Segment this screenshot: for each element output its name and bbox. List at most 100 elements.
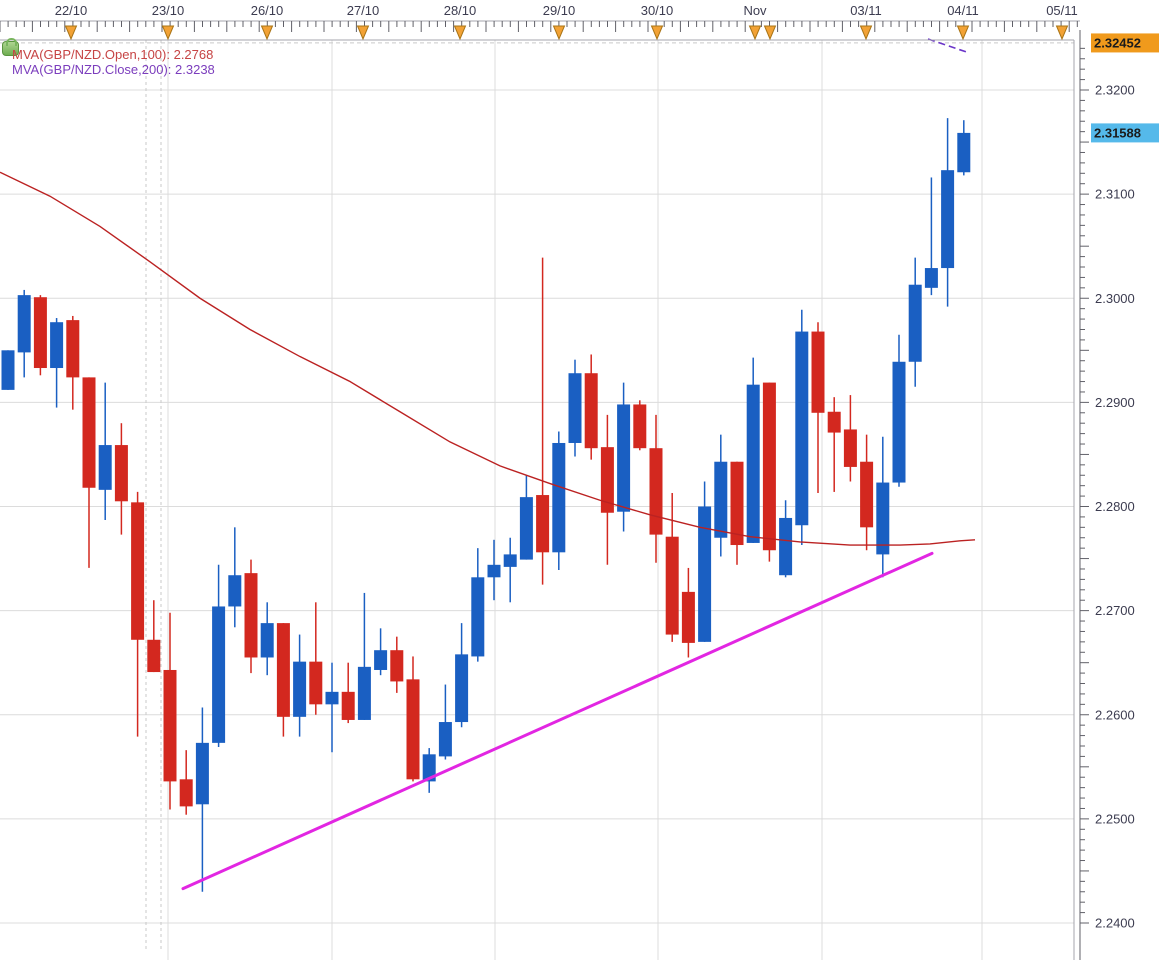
candle (536, 257, 550, 585)
mva200-line (927, 38, 969, 54)
y-axis-price-label: 2.2600 (1095, 707, 1135, 722)
candle-body (536, 495, 550, 553)
candle-body (714, 461, 728, 538)
candle (228, 527, 242, 628)
candle-body (552, 442, 566, 553)
x-axis-date-label: 23/10 (152, 3, 185, 18)
price-badge-last-price: 2.31588 (1091, 123, 1159, 143)
candle-body (82, 377, 96, 488)
candle-body (941, 170, 955, 269)
candle-body (1, 350, 15, 390)
y-axis-price-label: 2.2700 (1095, 603, 1135, 618)
candle (82, 377, 96, 568)
x-axis-date-label: 05/11 (1046, 3, 1078, 18)
x-axis-date-label: 26/10 (251, 3, 284, 18)
y-axis-price-label: 2.3100 (1095, 187, 1135, 202)
candle-body (390, 650, 404, 682)
candle (843, 395, 857, 482)
price-axis-ruler[interactable]: 2.3200 2.3100 2.3000 2.2900 2.2800 2.2700 2.26… (1073, 30, 1159, 960)
chart-legend: MVA(GBP/NZD.Open,100): 2.2768 MVA(GBP/NZ… (12, 47, 215, 77)
candle (649, 414, 663, 563)
date-marker-icon (650, 25, 664, 41)
candle (212, 564, 226, 748)
candle (908, 257, 922, 387)
candle (568, 359, 582, 457)
candle (390, 636, 404, 693)
candle (406, 656, 420, 782)
candle-body (309, 661, 323, 705)
candle-body (957, 132, 971, 173)
candle-body (374, 650, 388, 670)
candle-body (471, 577, 485, 657)
candle (681, 567, 695, 658)
candle (519, 475, 533, 560)
date-marker-icon (763, 25, 777, 41)
candle (260, 602, 274, 676)
legend-mva200-close: MVA(GBP/NZD.Close,200): 2.3238 (12, 62, 215, 77)
candle-body (892, 361, 906, 483)
date-marker-icon (552, 25, 566, 41)
x-axis-date-label: Nov (743, 3, 767, 18)
candle (438, 684, 452, 760)
candle-body (843, 429, 857, 467)
date-marker-icon (956, 25, 970, 41)
candle-body (503, 554, 517, 567)
date-marker-icon (1055, 25, 1069, 41)
x-axis-date-label: 04/11 (947, 3, 979, 18)
candle (698, 481, 712, 642)
date-marker-icon (748, 25, 762, 41)
candle-body (600, 447, 614, 513)
date-marker-icon (161, 25, 175, 41)
candle (147, 600, 161, 673)
candle-body (131, 502, 145, 640)
grid-lines (0, 40, 1074, 960)
x-axis-date-label: 03/11 (850, 3, 882, 18)
candle-body (212, 606, 226, 743)
candle-body (422, 754, 436, 782)
price-badge-session-high: 2.32452 (1091, 33, 1159, 53)
candle (795, 309, 809, 546)
candle-body (568, 373, 582, 443)
candle-body (406, 679, 420, 780)
candle (357, 592, 371, 720)
candle-body (698, 506, 712, 642)
candle-body (438, 722, 452, 757)
candle (714, 434, 728, 557)
green-marker-icon[interactable] (2, 38, 19, 56)
candle (941, 118, 955, 307)
candle (422, 748, 436, 793)
candle-body (908, 284, 922, 362)
candle-body (66, 320, 80, 378)
candle (552, 431, 566, 571)
candle (114, 423, 128, 535)
candle (374, 628, 388, 676)
candle (195, 707, 209, 892)
candle (131, 491, 145, 737)
time-axis-ruler[interactable]: 22/10 23/10 26/10 27/10 28/10 29/10 30/10 Nov 03… (0, 3, 1080, 41)
candle (665, 492, 679, 642)
candle (1, 350, 15, 390)
candle (827, 397, 841, 492)
candle (584, 354, 598, 460)
x-axis-date-label: 28/10 (444, 3, 477, 18)
candle-body (681, 591, 695, 643)
price-badge-text: 2.32452 (1094, 35, 1141, 50)
price-badge-text: 2.31588 (1094, 125, 1141, 140)
candle-body (924, 268, 938, 288)
y-axis-price-label: 2.3000 (1095, 291, 1135, 306)
candle (892, 334, 906, 487)
candle (860, 434, 874, 551)
candle (876, 436, 890, 578)
candle (779, 500, 793, 578)
candle (487, 539, 501, 601)
trendline[interactable] (181, 551, 934, 891)
candle-body (228, 575, 242, 607)
y-axis-price-label: 2.2400 (1095, 916, 1135, 931)
candle (471, 548, 485, 662)
candle (163, 612, 177, 810)
candle (633, 400, 647, 451)
candle-body (665, 536, 679, 635)
candle-body (98, 445, 112, 490)
candle-body (195, 742, 209, 805)
